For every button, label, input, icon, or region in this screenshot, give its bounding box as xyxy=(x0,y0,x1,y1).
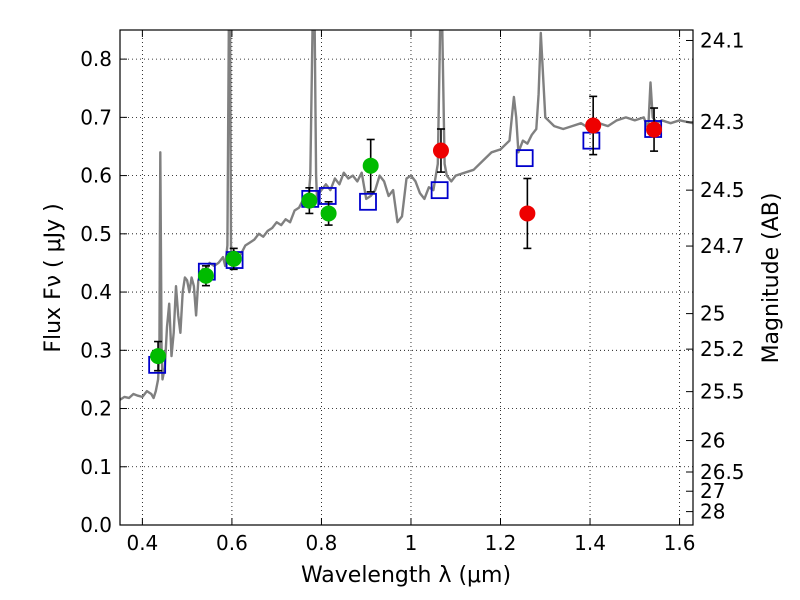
model-spectrum-line xyxy=(120,30,693,401)
mag-tick-label-9: 27 xyxy=(700,479,725,503)
x-tick-label-5: 1.4 xyxy=(574,531,606,555)
mag-tick-label-7: 26 xyxy=(700,429,725,453)
x-tick-label-4: 1.2 xyxy=(485,531,517,555)
mag-tick-label-4: 25 xyxy=(700,302,725,326)
observed-optical-point-0 xyxy=(150,348,167,365)
mag-tick-label-5: 25.2 xyxy=(700,337,745,361)
axis-ticks: 0.4 0.6 0.8 1 1.2 1.4 1.6 0.0 0.1 0.2 0.3 0.4 0.5 0.6… xyxy=(80,28,744,555)
observed-optical-point-3 xyxy=(301,192,318,209)
model-photometry-marker-8 xyxy=(582,131,601,150)
data-layer xyxy=(120,30,693,401)
y-tick-label-5: 0.5 xyxy=(80,222,112,246)
mag-tick-label-6: 25.5 xyxy=(700,380,745,404)
observed-optical-point-5 xyxy=(362,157,379,174)
observed-optical-point-2 xyxy=(225,250,242,267)
observed-nir-point-1 xyxy=(519,205,536,222)
observed-nir-point-2 xyxy=(585,117,602,134)
mag-tick-label-2: 24.5 xyxy=(700,178,745,202)
observed-optical-point-1 xyxy=(197,267,214,284)
clipped-data xyxy=(120,30,693,401)
observed-optical-point-4 xyxy=(320,205,337,222)
y-tick-label-0: 0.0 xyxy=(80,513,112,537)
x-axis-title: Wavelength λ (μm) xyxy=(301,563,511,588)
model-photometry-marker-5 xyxy=(359,192,377,211)
model-photometry-marker-6 xyxy=(430,181,449,200)
mag-tick-label-3: 24.7 xyxy=(700,234,745,258)
x-tick-label-1: 0.6 xyxy=(216,531,248,555)
mag-tick-label-8: 26.5 xyxy=(700,460,745,484)
y-axis-title-left: Flux Fν ( μJy ) xyxy=(41,203,66,352)
y-tick-label-4: 0.4 xyxy=(80,280,112,304)
y-tick-label-7: 0.7 xyxy=(80,105,112,129)
observed-nir-point-0 xyxy=(432,142,449,159)
x-tick-label-0: 0.4 xyxy=(126,531,158,555)
model-photometry-marker-7 xyxy=(515,149,534,168)
y-tick-label-6: 0.6 xyxy=(80,164,112,188)
y-tick-label-1: 0.1 xyxy=(80,455,112,479)
y-tick-label-8: 0.8 xyxy=(80,47,112,71)
x-tick-label-2: 0.8 xyxy=(306,531,338,555)
y-tick-label-3: 0.3 xyxy=(80,338,112,362)
mag-tick-label-1: 24.3 xyxy=(700,110,745,134)
y-tick-label-2: 0.2 xyxy=(80,397,112,421)
mag-tick-label-10: 28 xyxy=(700,500,725,524)
observed-nir-point-3 xyxy=(646,121,663,138)
mag-tick-label-0: 24.1 xyxy=(700,28,745,52)
x-tick-label-3: 1 xyxy=(405,531,418,555)
plot-frame xyxy=(119,29,694,526)
grid-lines xyxy=(120,30,693,525)
y-axis-title-right: Magnitude (AB) xyxy=(759,193,784,364)
x-tick-label-6: 1.6 xyxy=(664,531,696,555)
model-photometry-marker-4 xyxy=(318,187,337,205)
